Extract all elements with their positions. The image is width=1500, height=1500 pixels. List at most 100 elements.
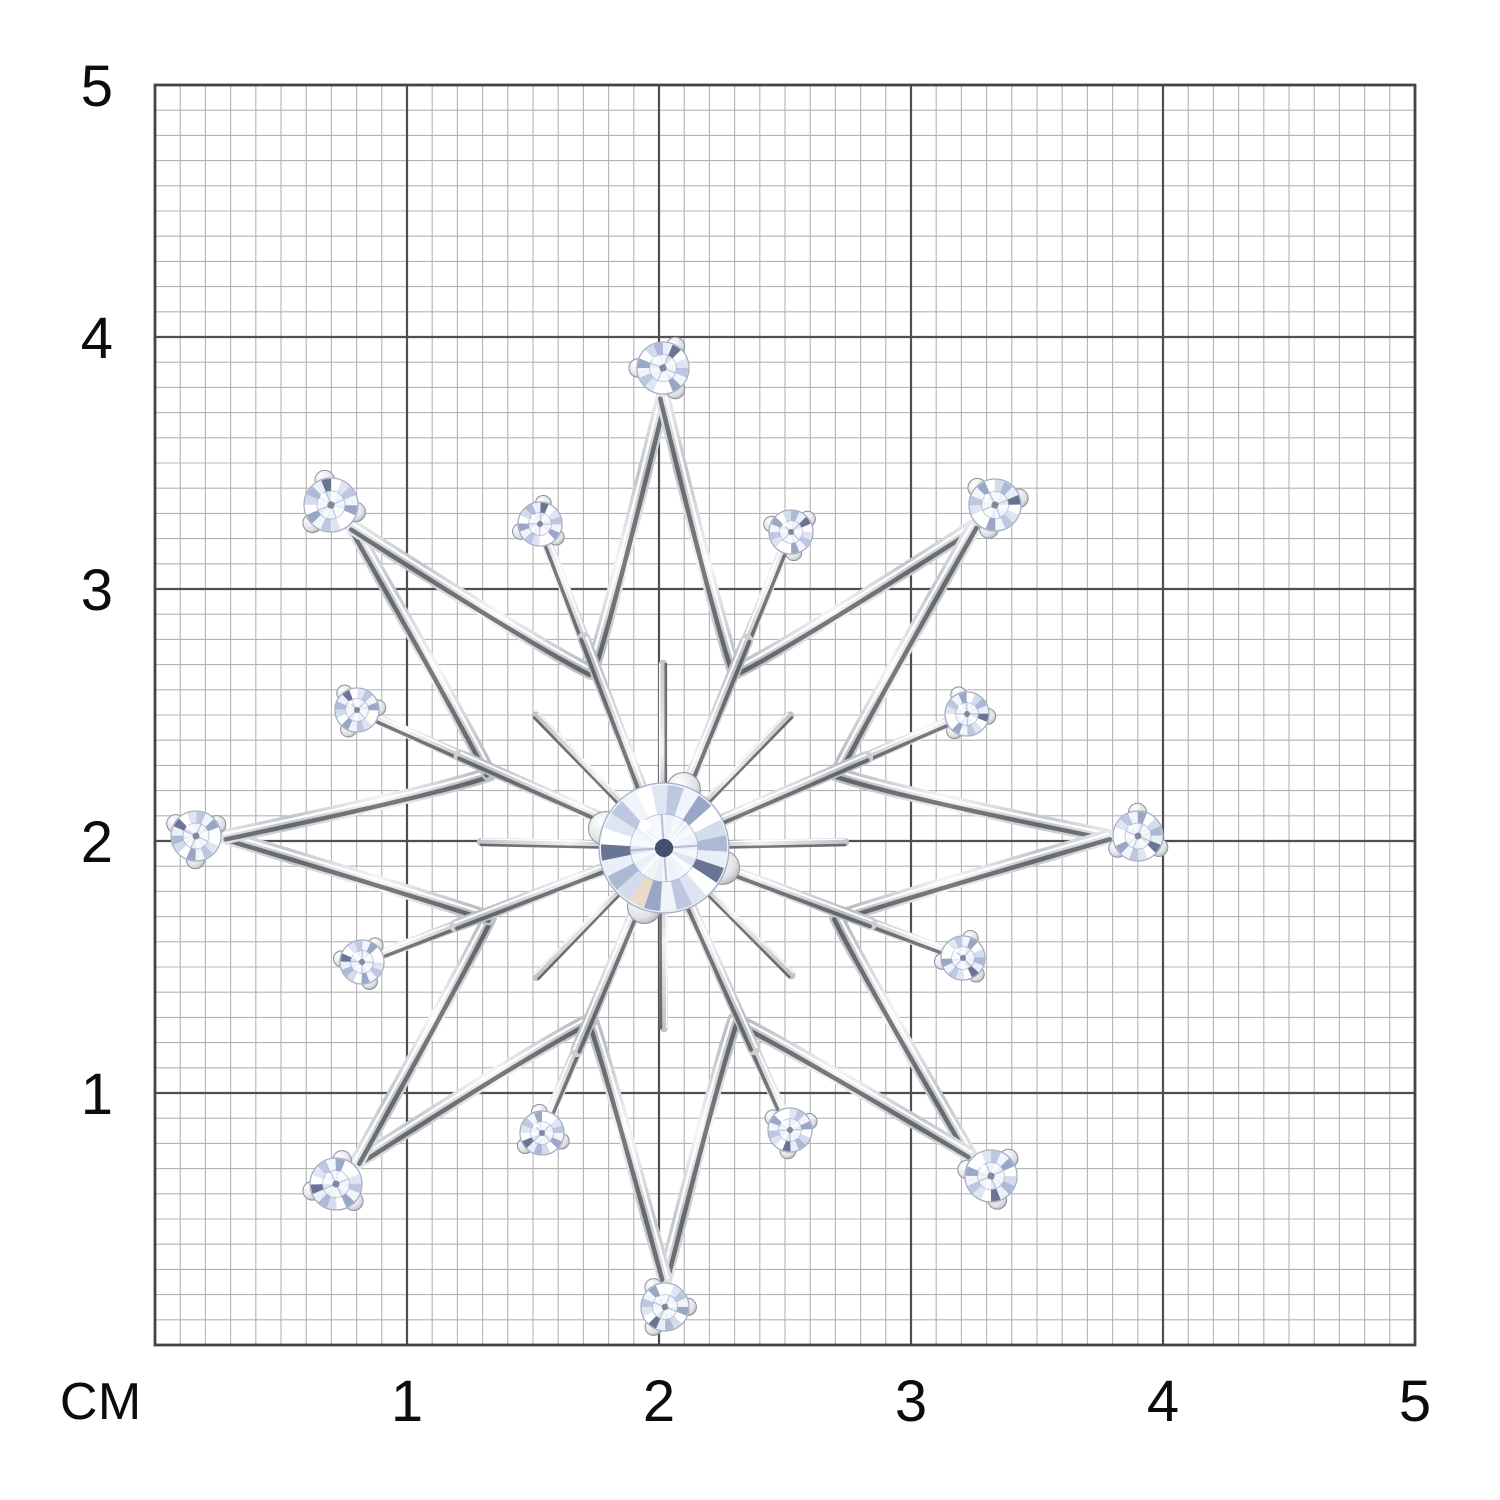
star-spike-leg-shade <box>665 1018 740 1282</box>
star-spike-leg-shade <box>658 396 735 676</box>
diamond-gem <box>302 1150 364 1212</box>
star-spike-leg-shade <box>833 774 1111 842</box>
x-axis-tick-2: 2 <box>643 1369 675 1434</box>
diamond-gem <box>516 1103 570 1156</box>
gem-culet <box>987 1172 995 1180</box>
ray-rod-inner-shine <box>687 894 758 1049</box>
gem-sparkle <box>531 514 536 519</box>
star-spike-leg <box>345 519 599 680</box>
diamond-gem <box>332 937 385 990</box>
star-spike-leg-shine <box>660 1017 734 1280</box>
diamond-gem <box>640 1278 697 1336</box>
diamond-gem <box>763 509 816 562</box>
ray-rod-inner <box>577 632 650 801</box>
star-inner-stem <box>476 837 613 850</box>
ray-rod-inner-shine <box>453 862 611 924</box>
star-inner-stem-shine <box>537 712 628 806</box>
gem-sparkle <box>781 1120 786 1125</box>
gem-culet <box>659 364 667 372</box>
gem-culet <box>332 1180 340 1188</box>
x-axis-tick-1: 1 <box>391 1369 423 1434</box>
gem-culet <box>991 501 999 509</box>
star-inner-stem <box>697 711 795 811</box>
ray-rod-inner <box>679 890 761 1056</box>
star-inner-stem-shade <box>537 886 629 981</box>
star-inner-stem-shine <box>698 712 789 806</box>
star-inner-stem-shade <box>698 885 791 979</box>
star-spike-leg-shade <box>835 837 1113 923</box>
star-spike-leg <box>583 1012 673 1287</box>
x-axis-tick-4: 4 <box>1147 1369 1179 1434</box>
star-spike-leg-shine <box>354 1015 591 1161</box>
star-spike-leg-shine <box>836 769 1111 835</box>
ray-rod-inner-shade <box>681 896 754 1052</box>
star-spike-leg-shine <box>224 832 492 917</box>
star-spike-leg-shine <box>352 915 488 1163</box>
star-spike-leg-shade <box>831 917 970 1159</box>
gem-sparkle <box>353 952 358 957</box>
gem-culet <box>1134 832 1142 840</box>
diamond-gem <box>166 810 227 870</box>
star-spike-leg-shine <box>832 523 973 774</box>
y-axis-tick-4: 4 <box>81 306 113 371</box>
gem-culet <box>787 528 795 536</box>
star-spike-leg-shade <box>586 1018 665 1283</box>
star-spike-leg-shade <box>348 527 592 677</box>
gem-sparkle <box>655 1296 660 1301</box>
star-spike-leg <box>657 1012 743 1287</box>
diamond-gem <box>967 477 1029 539</box>
diamond-gem <box>302 469 366 534</box>
diamond-gem <box>764 1107 818 1160</box>
star-spike-leg-shade <box>223 774 493 842</box>
gem-sparkle <box>186 825 191 830</box>
star-inner-stem-shade <box>659 899 663 1030</box>
star-spike-leg <box>349 910 497 1170</box>
star-inner-stem-shine <box>717 838 846 843</box>
gem-sparkle <box>638 820 651 832</box>
grid-border <box>153 83 1417 1347</box>
gem-culet <box>538 1129 546 1137</box>
diamond-gem <box>933 930 986 983</box>
gem-sparkle <box>325 1172 331 1178</box>
gem-sparkle <box>954 948 959 953</box>
star-spike-leg-shine <box>223 769 490 835</box>
axis-labels: 5 4 3 2 1 1 2 3 4 5 СМ <box>60 54 1431 1434</box>
center-diamond <box>588 772 740 924</box>
diamond-gem <box>944 686 997 740</box>
star-inner-stem-shade <box>702 716 794 810</box>
ray-rod-inner-shine <box>585 636 647 794</box>
star-brooch <box>166 336 1169 1336</box>
star-spike-leg <box>829 766 1117 845</box>
gem-culet <box>192 832 200 840</box>
diamond-gem <box>512 494 565 547</box>
gem-sparkle <box>782 522 787 527</box>
star-spike-leg-shine <box>834 832 1110 917</box>
ray-rod-inner-shade <box>454 866 614 931</box>
diamond-gem <box>957 1148 1019 1210</box>
gem-culet <box>358 958 366 966</box>
ray-rod-inner <box>449 859 618 933</box>
star-spike-leg-shine <box>353 523 594 671</box>
gem-sparkle <box>958 704 963 709</box>
star-spike-leg <box>583 390 671 680</box>
star-spike-leg <box>217 766 497 845</box>
star-inner-stem <box>658 896 669 1033</box>
star-spike-leg <box>829 518 982 782</box>
star-spike-leg-shine <box>592 1017 670 1280</box>
star-inner-stem-shine <box>703 882 795 974</box>
star-spike-leg-shine <box>735 1015 973 1154</box>
gem-culet <box>536 520 544 528</box>
ray-rod-inner-shine <box>460 751 615 822</box>
star-inner-stem-shade <box>532 716 624 810</box>
star-inner-stem <box>532 881 630 982</box>
star-inner-stem-shade <box>479 843 610 849</box>
gem-sparkle <box>652 356 658 362</box>
star-inner-stem <box>697 880 796 980</box>
gem-culet <box>963 710 971 718</box>
gem-sparkle <box>533 1123 538 1128</box>
diamond-gem <box>334 684 387 738</box>
star-inner-stem-shine <box>665 900 668 1029</box>
gem-culet <box>353 706 361 714</box>
unit-label-cm: СМ <box>60 1373 142 1431</box>
